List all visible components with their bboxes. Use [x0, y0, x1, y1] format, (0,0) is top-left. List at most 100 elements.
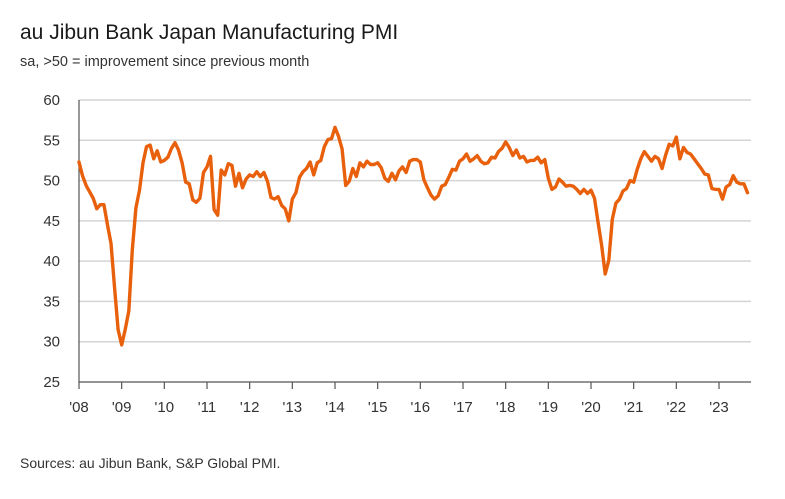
- data-point: [316, 162, 318, 164]
- data-point: [597, 221, 599, 223]
- data-point: [234, 185, 236, 187]
- data-point: [547, 177, 549, 179]
- data-point: [529, 159, 531, 161]
- series-line-pmi: [77, 125, 750, 347]
- data-point: [138, 189, 140, 191]
- data-point: [327, 138, 329, 140]
- data-point: [668, 143, 670, 145]
- data-point: [192, 199, 194, 201]
- y-tick-label: 40: [43, 253, 60, 270]
- x-tick-label: '20: [581, 399, 601, 416]
- data-point: [302, 171, 304, 173]
- data-point: [281, 204, 283, 206]
- data-point: [330, 138, 332, 140]
- data-point: [99, 204, 101, 206]
- data-point: [142, 162, 144, 164]
- chart-title: au Jibun Bank Japan Manufacturing PMI: [20, 21, 399, 44]
- data-point: [462, 158, 464, 160]
- data-point: [412, 158, 414, 160]
- data-point: [515, 149, 517, 151]
- data-point: [433, 198, 435, 200]
- data-point: [558, 178, 560, 180]
- data-point: [743, 183, 745, 185]
- data-point: [284, 208, 286, 210]
- data-point: [643, 150, 645, 152]
- data-point: [640, 158, 642, 160]
- data-point: [544, 158, 546, 160]
- data-point: [419, 161, 421, 163]
- x-tick-label: '17: [453, 399, 473, 416]
- data-point: [177, 149, 179, 151]
- data-point: [448, 176, 450, 178]
- x-tick-label: '13: [283, 399, 303, 416]
- data-point: [441, 185, 443, 187]
- data-point: [622, 190, 624, 192]
- data-point: [718, 188, 720, 190]
- data-point: [348, 180, 350, 182]
- data-point: [256, 171, 258, 173]
- x-tick-label: '18: [496, 399, 516, 416]
- data-point: [554, 186, 556, 188]
- x-tick-label: '12: [240, 399, 260, 416]
- data-point: [611, 218, 613, 220]
- data-point: [128, 310, 130, 312]
- data-point: [366, 160, 368, 162]
- data-point: [288, 220, 290, 222]
- data-point: [298, 176, 300, 178]
- data-point: [469, 160, 471, 162]
- x-tick-label: '22: [667, 399, 687, 416]
- data-point: [501, 147, 503, 149]
- data-point: [455, 169, 457, 171]
- data-point: [526, 161, 528, 163]
- data-point: [615, 202, 617, 204]
- data-point: [426, 187, 428, 189]
- data-point: [697, 163, 699, 165]
- data-point: [569, 184, 571, 186]
- data-point: [593, 197, 595, 199]
- x-tick-label: '21: [624, 399, 644, 416]
- data-point: [746, 192, 748, 194]
- data-point: [693, 158, 695, 160]
- data-point: [185, 181, 187, 183]
- data-point: [537, 156, 539, 158]
- data-point: [540, 162, 542, 164]
- data-point: [209, 155, 211, 157]
- x-tick-label: '11: [198, 399, 216, 416]
- data-point: [121, 344, 123, 346]
- x-tick-label: '16: [411, 399, 431, 416]
- data-point: [601, 245, 603, 247]
- y-tick-label: 60: [43, 92, 60, 109]
- data-point: [675, 136, 677, 138]
- data-point: [405, 171, 407, 173]
- data-point: [416, 158, 418, 160]
- data-point: [153, 158, 155, 160]
- data-point: [394, 179, 396, 181]
- data-point: [295, 192, 297, 194]
- data-point: [373, 163, 375, 165]
- data-point: [217, 214, 219, 216]
- x-tick-label: '14: [325, 399, 345, 416]
- data-point: [384, 177, 386, 179]
- data-point: [110, 242, 112, 244]
- data-point: [170, 147, 172, 149]
- data-point: [423, 179, 425, 181]
- data-point: [565, 185, 567, 187]
- data-point: [465, 153, 467, 155]
- data-point: [505, 141, 507, 143]
- data-point: [202, 171, 204, 173]
- data-point: [270, 196, 272, 198]
- data-point: [355, 175, 357, 177]
- data-point: [263, 171, 265, 173]
- data-point: [323, 146, 325, 148]
- data-point: [291, 198, 293, 200]
- data-point: [113, 286, 115, 288]
- data-point: [494, 157, 496, 159]
- data-point: [220, 169, 222, 171]
- data-point: [341, 148, 343, 150]
- data-point: [629, 179, 631, 181]
- data-point: [512, 154, 514, 156]
- data-point: [650, 160, 652, 162]
- y-tick-label: 30: [43, 334, 60, 351]
- x-tick-label: '19: [539, 399, 559, 416]
- data-point: [259, 175, 261, 177]
